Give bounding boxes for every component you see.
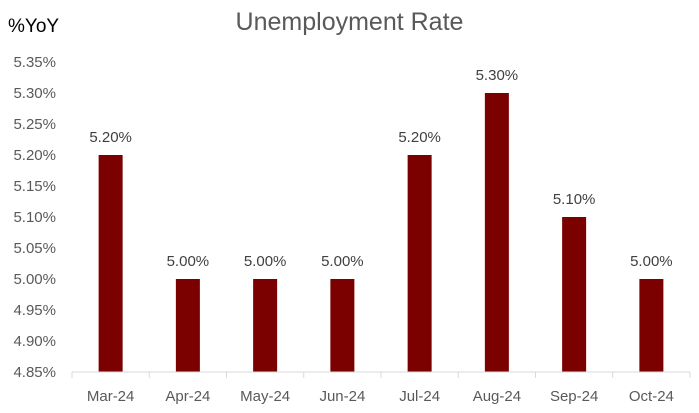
data-label: 5.20% [398,129,441,146]
bar-jul-24 [407,155,432,372]
y-tick-label: 5.35% [13,54,56,71]
data-label: 5.10% [553,191,596,208]
x-tick-label: Oct-24 [629,388,674,405]
bar-jun-24 [330,279,355,372]
data-label: 5.00% [630,253,673,270]
y-tick-label: 5.00% [13,271,56,288]
y-tick-label: 5.05% [13,240,56,257]
y-axis-ticks: 4.85% 4.90% 4.95% 5.00% 5.05% 5.10% 5.15% 5.20%… [13,54,56,381]
x-tick-label: Jul-24 [399,388,440,405]
chart-title: Unemployment Rate [235,8,464,36]
y-tick-label: 5.20% [13,147,56,164]
y-tick-label: 4.90% [13,333,56,350]
x-tick-label: Sep-24 [550,388,598,405]
y-tick-label: 5.15% [13,178,56,195]
y-tick-label: 4.95% [13,302,56,319]
bar-mar-24 [98,155,123,372]
bar-sep-24 [562,217,587,372]
x-tick-label: Jun-24 [319,388,365,405]
x-tick-label: May-24 [240,388,290,405]
data-label: 5.00% [321,253,364,270]
x-tick-label: Mar-24 [87,388,135,405]
x-axis-ticks: Mar-24 Apr-24 May-24 Jun-24 Jul-24 Aug-24 Sep-… [71,372,691,405]
y-axis-unit-label: %YoY [8,16,60,37]
data-label: 5.20% [89,129,132,146]
bar-oct-24 [639,279,664,372]
bar-aug-24 [484,93,509,372]
data-labels: 5.20% 5.00% 5.00% 5.00% 5.20% 5.30% 5.10% 5.00% [89,67,672,270]
bar-may-24 [253,279,278,372]
x-tick-label: Apr-24 [165,388,210,405]
y-tick-label: 5.10% [13,209,56,226]
y-tick-label: 5.25% [13,116,56,133]
y-tick-label: 5.30% [13,85,56,102]
data-label: 5.00% [244,253,287,270]
x-tick-label: Aug-24 [473,388,521,405]
y-tick-label: 4.85% [13,364,56,381]
bars [98,93,664,372]
data-label: 5.30% [476,67,519,84]
data-label: 5.00% [167,253,210,270]
bar-apr-24 [175,279,200,372]
